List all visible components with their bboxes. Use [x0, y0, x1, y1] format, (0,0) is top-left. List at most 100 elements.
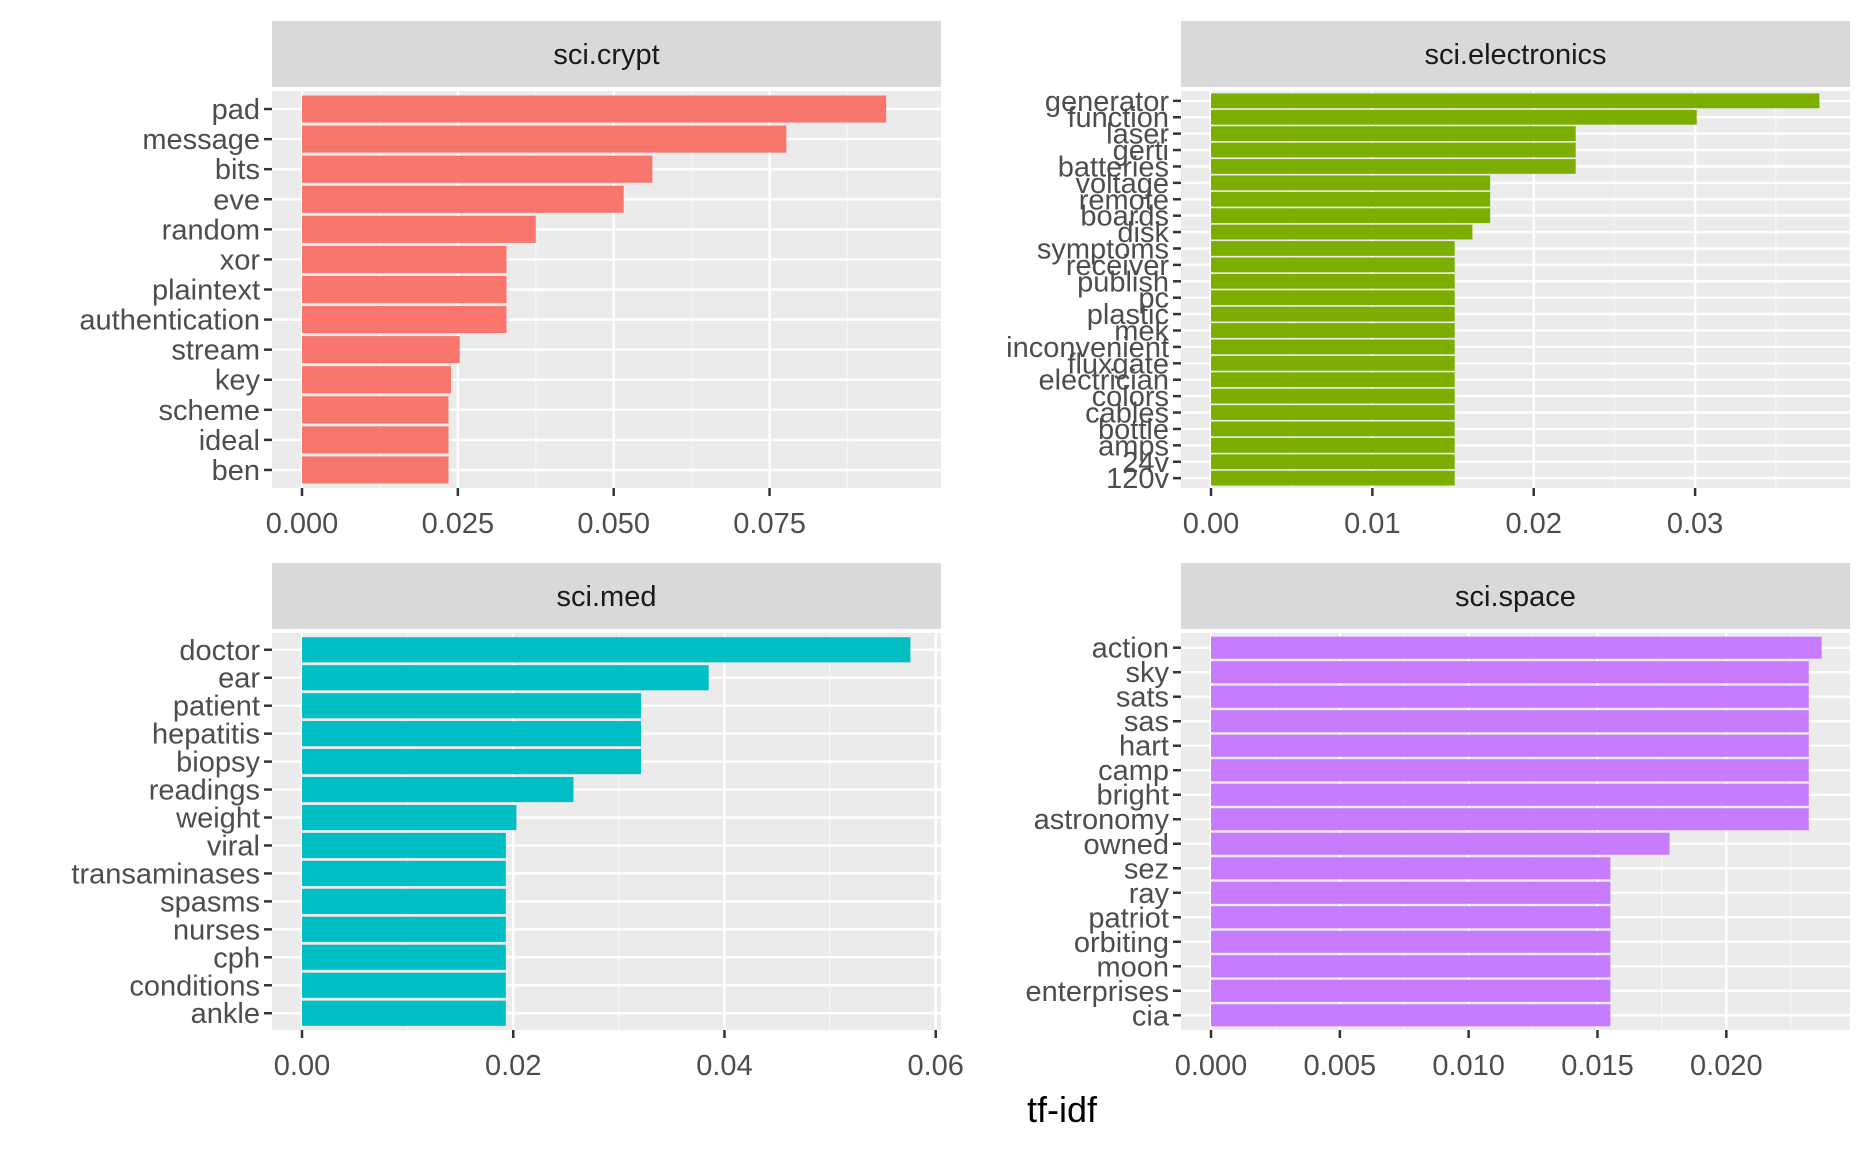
- category-label: hart: [1119, 731, 1169, 763]
- bar-batteries: [1211, 159, 1576, 174]
- category-label: sas: [1124, 706, 1169, 738]
- category-label: message: [142, 124, 260, 156]
- x-tick-label: 0.000: [266, 508, 339, 540]
- category-label: patient: [173, 691, 260, 723]
- bar-24v: [1211, 454, 1455, 470]
- facet-title: sci.crypt: [553, 39, 659, 71]
- facet-panel-sci-crypt: sci.crypt padmessagebitseverandomxorplain…: [79, 21, 941, 540]
- facet-strip: [1181, 21, 1850, 87]
- category-label: orbiting: [1074, 927, 1169, 959]
- bar-astronomy: [1211, 808, 1809, 831]
- bar-patriot: [1211, 906, 1611, 929]
- category-label: 120v: [1106, 463, 1169, 495]
- category-label: bits: [215, 154, 260, 186]
- bar-authentication: [302, 306, 507, 334]
- category-label: inconvenient: [1006, 332, 1169, 364]
- bar-bottle: [1211, 421, 1455, 437]
- category-label: batteries: [1058, 151, 1169, 183]
- bar-ear: [302, 665, 709, 691]
- category-label: authentication: [79, 305, 260, 337]
- bar-gerti: [1211, 142, 1576, 158]
- category-label: pad: [212, 94, 260, 126]
- panel-background: [272, 633, 941, 1030]
- bar-key: [302, 366, 451, 394]
- x-tick-label: 0.02: [485, 1050, 541, 1082]
- category-label: boards: [1080, 201, 1169, 233]
- x-tick-label: 0.005: [1304, 1050, 1377, 1082]
- bar-nurses: [302, 916, 506, 942]
- category-label: voltage: [1075, 168, 1169, 200]
- category-label: biopsy: [176, 747, 260, 779]
- x-axis-title: tf-idf: [1027, 1089, 1098, 1130]
- facet-panel-sci-space: sci.space actionskysatssashartcampbrighta…: [1026, 563, 1850, 1082]
- bar-publish: [1211, 273, 1455, 289]
- bar-ankle: [302, 1000, 506, 1026]
- bar-disk: [1211, 224, 1473, 240]
- bar-sez: [1211, 857, 1611, 880]
- bar-doctor: [302, 637, 911, 663]
- category-label: random: [162, 214, 260, 246]
- bar-transaminases: [302, 860, 506, 887]
- bar-action: [1211, 636, 1822, 659]
- bar-symptoms: [1211, 241, 1455, 256]
- category-label: plastic: [1087, 299, 1169, 331]
- category-label: 24v: [1122, 447, 1169, 479]
- bar-colors: [1211, 388, 1455, 404]
- bar-amps: [1211, 437, 1455, 453]
- category-label: ideal: [199, 425, 260, 457]
- bar-scheme: [302, 396, 449, 424]
- bar-cables: [1211, 405, 1455, 420]
- category-label: enterprises: [1026, 976, 1169, 1008]
- x-tick-label: 0.020: [1690, 1050, 1763, 1082]
- bar-conditions: [302, 972, 506, 998]
- bar-plaintext: [302, 275, 507, 304]
- category-label: gerti: [1113, 135, 1169, 167]
- category-label: camp: [1098, 755, 1169, 787]
- bar-orbiting: [1211, 930, 1611, 953]
- bar-ray: [1211, 881, 1611, 904]
- category-label: ear: [218, 663, 260, 695]
- bar-boards: [1211, 208, 1491, 224]
- category-label: owned: [1084, 829, 1169, 861]
- bar-plastic: [1211, 306, 1455, 322]
- bar-electrician: [1211, 372, 1455, 388]
- facet-strip: [1181, 563, 1850, 629]
- category-label: scheme: [158, 395, 260, 427]
- bar-120v: [1211, 470, 1455, 486]
- x-tick-label: 0.00: [1183, 508, 1239, 540]
- bar-weight: [302, 804, 517, 831]
- category-label: transaminases: [71, 858, 260, 890]
- bar-owned: [1211, 832, 1670, 855]
- bar-hepatitis: [302, 721, 642, 747]
- facet-strip: [272, 563, 941, 629]
- category-label: pc: [1138, 283, 1169, 315]
- category-label: doctor: [179, 635, 260, 667]
- x-tick-label: 0.00: [274, 1050, 330, 1082]
- bar-function: [1211, 109, 1697, 125]
- bar-inconvenient: [1211, 339, 1455, 355]
- category-label: ben: [212, 455, 260, 487]
- bar-pc: [1211, 290, 1455, 306]
- category-label: ankle: [191, 998, 260, 1030]
- category-label: stream: [171, 335, 260, 367]
- facet-title: sci.med: [557, 581, 657, 613]
- category-label: action: [1092, 633, 1169, 665]
- bar-receiver: [1211, 257, 1455, 273]
- category-label: ray: [1129, 878, 1170, 910]
- bar-ben: [302, 456, 449, 484]
- category-label: cph: [213, 942, 260, 974]
- category-label: moon: [1096, 951, 1169, 983]
- bar-cia: [1211, 1004, 1611, 1027]
- x-tick-label: 0.025: [422, 508, 495, 540]
- category-label: cia: [1132, 1000, 1170, 1032]
- bar-sas: [1211, 710, 1809, 733]
- category-label: astronomy: [1034, 804, 1170, 836]
- bar-message: [302, 125, 787, 153]
- category-label: disk: [1117, 217, 1169, 249]
- category-label: plaintext: [152, 275, 260, 307]
- x-tick-label: 0.075: [733, 508, 806, 540]
- category-label: cables: [1085, 398, 1169, 430]
- x-tick-label: 0.01: [1344, 508, 1400, 540]
- category-label: fluxgate: [1067, 348, 1169, 380]
